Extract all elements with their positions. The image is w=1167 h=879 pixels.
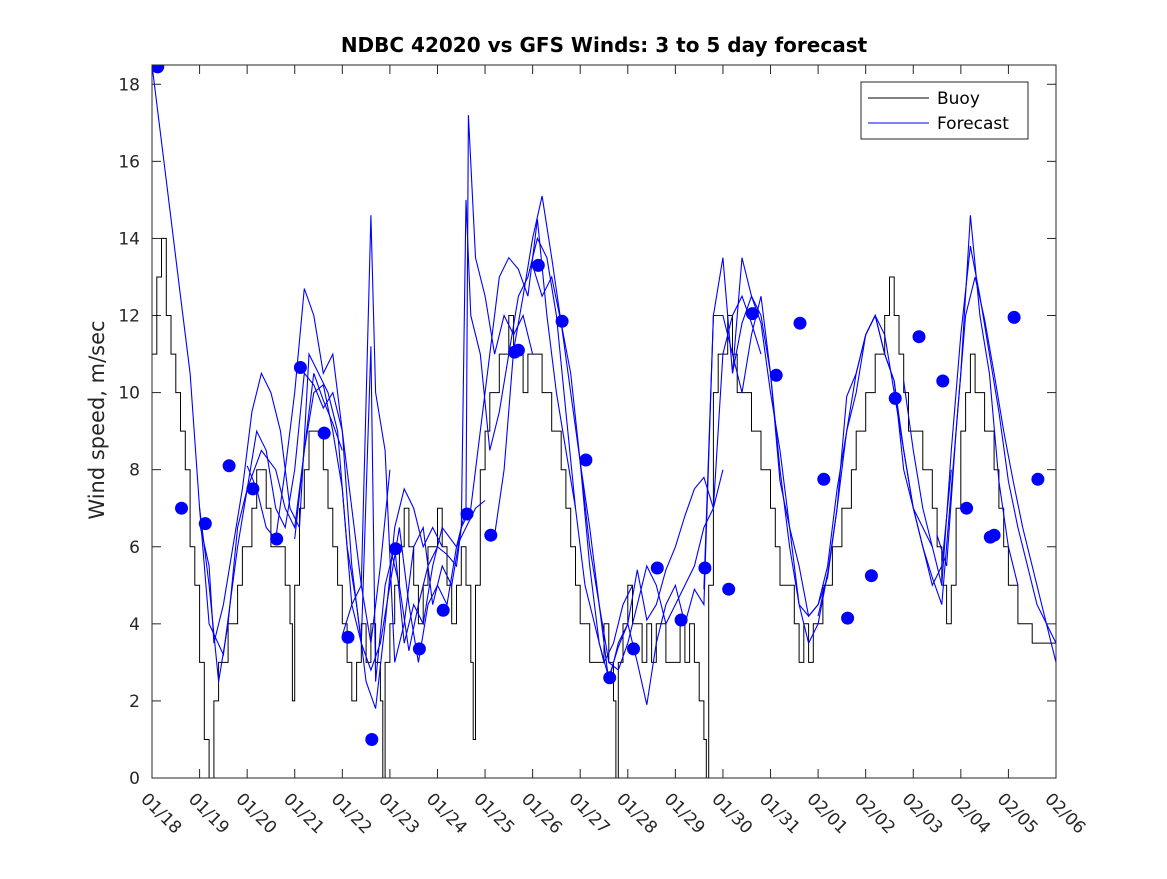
forecast-marker bbox=[222, 459, 236, 473]
forecast-marker bbox=[793, 316, 807, 330]
forecast-marker bbox=[198, 517, 212, 531]
y-tick-label: 14 bbox=[118, 229, 140, 249]
forecast-marker bbox=[769, 368, 783, 382]
forecast-marker bbox=[389, 542, 403, 556]
forecast-marker bbox=[722, 582, 736, 596]
forecast-line bbox=[817, 215, 1019, 617]
legend-box bbox=[860, 81, 1029, 140]
forecast-marker bbox=[1007, 310, 1021, 324]
forecast-marker bbox=[627, 642, 640, 656]
forecast-marker bbox=[270, 532, 284, 546]
legend-forecast-label: Forecast bbox=[937, 114, 1009, 134]
y-tick-label: 18 bbox=[118, 75, 140, 95]
forecast-line bbox=[246, 288, 486, 672]
forecast-marker bbox=[745, 307, 759, 321]
forecast-marker bbox=[293, 361, 307, 374]
y-tick-label: 4 bbox=[129, 615, 140, 635]
buoy-line bbox=[152, 237, 1056, 778]
forecast-marker bbox=[603, 671, 617, 685]
forecast-marker bbox=[511, 343, 525, 357]
forecast-line bbox=[494, 195, 724, 672]
forecast-series bbox=[152, 65, 1056, 709]
forecast-marker bbox=[175, 501, 188, 515]
forecast-marker bbox=[987, 528, 1001, 542]
forecast-marker bbox=[841, 611, 855, 625]
forecast-marker bbox=[888, 391, 902, 405]
forecast-marker bbox=[1031, 472, 1045, 486]
forecast-marker bbox=[579, 453, 593, 467]
y-tick-label: 8 bbox=[129, 461, 140, 481]
forecast-line bbox=[199, 351, 443, 709]
forecast-marker bbox=[436, 603, 450, 617]
forecast-marker bbox=[864, 569, 878, 583]
buoy-series bbox=[152, 237, 1056, 778]
legend-buoy-label: Buoy bbox=[937, 89, 980, 109]
legend: Buoy Forecast bbox=[860, 81, 1029, 140]
forecast-marker bbox=[960, 501, 974, 515]
y-tick-label: 2 bbox=[129, 692, 140, 712]
y-tick-label: 0 bbox=[129, 769, 140, 789]
axes-box bbox=[151, 64, 1057, 779]
forecast-marker bbox=[674, 613, 688, 627]
forecast-marker bbox=[555, 314, 569, 328]
forecast-marker bbox=[650, 561, 664, 575]
forecast-marker bbox=[460, 507, 474, 521]
y-axis-ticks: 0 2 4 6 8 10 12 14 16 18 bbox=[118, 75, 1056, 789]
forecast-line bbox=[152, 65, 343, 657]
forecast-marker bbox=[341, 630, 355, 644]
plot-layer bbox=[152, 65, 1056, 778]
forecast-marker bbox=[912, 330, 926, 344]
forecast-line bbox=[199, 371, 391, 682]
y-tick-label: 6 bbox=[129, 538, 140, 558]
chart-title: NDBC 42020 vs GFS Winds: 3 to 5 day fore… bbox=[341, 33, 868, 57]
forecast-marker bbox=[317, 426, 331, 440]
y-tick-label: 16 bbox=[118, 152, 140, 172]
forecast-line bbox=[294, 115, 534, 682]
forecast-line bbox=[389, 219, 633, 664]
forecast-marker bbox=[152, 65, 165, 74]
y-tick-label: 10 bbox=[118, 384, 140, 404]
forecast-marker bbox=[817, 472, 831, 486]
forecast-marker bbox=[936, 374, 950, 388]
y-tick-label: 12 bbox=[118, 307, 140, 327]
forecast-marker bbox=[412, 642, 426, 656]
forecast-markers bbox=[152, 65, 1045, 746]
forecast-marker bbox=[246, 482, 260, 496]
forecast-marker bbox=[531, 258, 545, 272]
plot-area bbox=[152, 65, 1056, 778]
forecast-marker bbox=[698, 561, 712, 575]
forecast-marker bbox=[484, 528, 498, 542]
y-axis-label: Wind speed, m/sec bbox=[85, 320, 109, 519]
forecast-line bbox=[579, 257, 829, 705]
forecast-line bbox=[532, 265, 762, 682]
forecast-marker bbox=[365, 733, 379, 746]
forecast-line bbox=[936, 276, 1056, 663]
